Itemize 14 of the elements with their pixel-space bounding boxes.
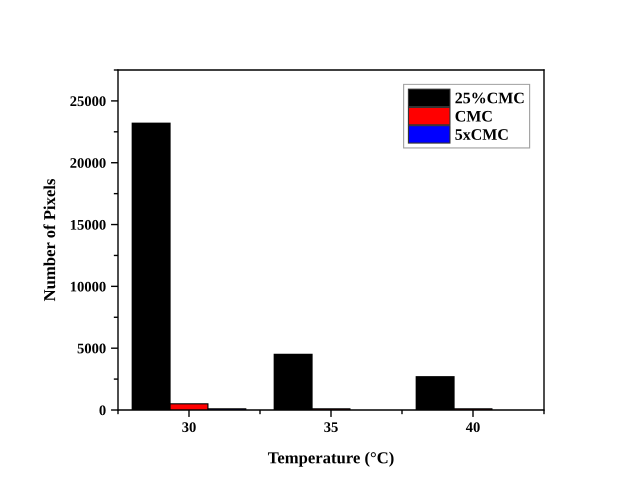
legend-label: 25%CMC xyxy=(455,92,524,104)
x-tick-label: 30 xyxy=(182,422,196,432)
y-tick-label: 5000 xyxy=(78,344,106,354)
legend-label: CMC xyxy=(456,110,492,122)
y-tick-label: 20000 xyxy=(70,158,106,168)
y-tick-label: 10000 xyxy=(70,282,106,292)
y-tick-label: 0 xyxy=(99,405,106,416)
x-tick-label: 35 xyxy=(324,422,338,432)
x-tick-label: 40 xyxy=(466,422,480,432)
y-tick-label: 25000 xyxy=(70,96,106,106)
legend-label: 5xCMC xyxy=(455,129,508,140)
x-axis-title: Temperature (°C) xyxy=(268,452,394,467)
y-tick-label: 15000 xyxy=(70,220,106,230)
y-axis-title: Number of Pixels xyxy=(43,178,56,302)
